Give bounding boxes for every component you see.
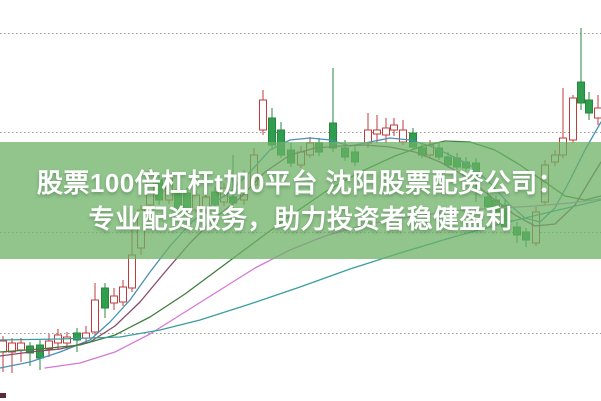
- candle-body-up: [259, 99, 267, 131]
- candle-body-up: [364, 129, 372, 144]
- candle-body-up: [399, 129, 407, 143]
- candle-body-up: [373, 129, 381, 135]
- candle-body-down: [101, 287, 109, 309]
- candle-body-up: [0, 340, 7, 353]
- candle-body-down: [577, 81, 585, 104]
- candle-body-up: [119, 286, 127, 303]
- candle-body-up: [390, 124, 398, 131]
- candle-body-up: [569, 97, 577, 141]
- candle-body-up: [63, 336, 71, 344]
- green-band-overlay: [0, 142, 601, 259]
- candle-body-down: [268, 117, 276, 146]
- candle-body-up: [382, 127, 390, 136]
- candle-body-up: [91, 299, 99, 333]
- candle-body-up: [17, 342, 25, 351]
- candle-body-down: [73, 332, 81, 341]
- candle-body-up: [82, 332, 90, 339]
- candle-body-up: [8, 342, 16, 353]
- candle-body-down: [585, 99, 593, 114]
- candle-body-up: [594, 107, 601, 119]
- candle-body-up: [128, 254, 136, 289]
- corner-mark: [0, 393, 6, 398]
- candle-body-up: [45, 340, 53, 350]
- candle-body-up: [110, 295, 118, 304]
